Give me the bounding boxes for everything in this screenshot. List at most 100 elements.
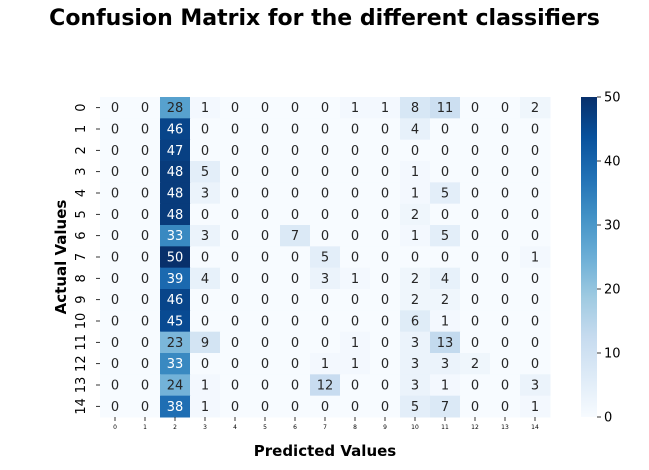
cell-value-label: 0 — [351, 293, 359, 308]
cell-value-label: 3 — [201, 187, 209, 202]
cell-value-label: 3 — [201, 229, 209, 244]
heatmap-cell — [400, 395, 431, 418]
cell-value-label: 0 — [381, 165, 389, 180]
heatmap-cell — [250, 225, 281, 247]
cell-value-label: 0 — [531, 336, 539, 351]
cell-value-label: 0 — [351, 251, 359, 266]
cell-value-label: 0 — [321, 315, 329, 330]
heatmap-cell — [190, 246, 221, 269]
heatmap-cell — [400, 374, 431, 397]
cell-value-label: 0 — [501, 144, 509, 159]
cell-value-label: 0 — [201, 144, 209, 159]
cell-value-label: 0 — [531, 293, 539, 308]
cell-value-label: 0 — [141, 336, 149, 351]
x-tick-label: 12 — [471, 424, 479, 431]
cell-value-label: 0 — [531, 229, 539, 244]
heatmap-cell — [370, 182, 401, 205]
cell-value-label: 1 — [201, 400, 209, 415]
cell-value-label: 0 — [231, 208, 239, 223]
cell-value-label: 0 — [501, 187, 509, 202]
cell-value-label: 39 — [167, 272, 184, 287]
cell-value-label: 2 — [441, 293, 449, 308]
cell-value-label: 3 — [411, 357, 419, 372]
heatmap-cell — [280, 310, 311, 333]
heatmap-cell — [250, 161, 281, 183]
cell-value-label: 0 — [141, 208, 149, 223]
heatmap-cell — [130, 139, 161, 162]
heatmap-cell — [280, 139, 311, 162]
cell-value-label: 0 — [531, 315, 539, 330]
y-tick-label: 12 — [74, 355, 89, 372]
cell-value-label: 46 — [167, 293, 184, 308]
heatmap-cell — [490, 225, 521, 247]
cell-value-label: 0 — [321, 336, 329, 351]
cell-value-label: 23 — [167, 336, 184, 351]
heatmap-cell — [130, 331, 161, 354]
heatmap-cell — [280, 267, 311, 290]
cell-value-label: 1 — [381, 101, 389, 116]
heatmap-cell — [220, 225, 251, 247]
cell-value-label: 0 — [261, 208, 269, 223]
cell-value-label: 0 — [291, 400, 299, 415]
cell-value-label: 0 — [471, 165, 479, 180]
cell-value-label: 0 — [141, 272, 149, 287]
heatmap-cell — [280, 353, 311, 375]
cell-value-label: 1 — [441, 379, 449, 394]
cell-value-label: 0 — [531, 187, 539, 202]
cell-value-label: 0 — [231, 165, 239, 180]
cell-value-label: 0 — [381, 208, 389, 223]
cell-value-label: 0 — [111, 208, 119, 223]
cell-value-label: 0 — [111, 144, 119, 159]
x-tick-label: 4 — [233, 424, 237, 431]
cell-value-label: 0 — [381, 123, 389, 138]
cell-value-label: 0 — [321, 187, 329, 202]
cell-value-label: 0 — [111, 336, 119, 351]
x-tick-label: 0 — [113, 424, 117, 431]
cell-value-label: 0 — [471, 336, 479, 351]
heatmap-cell — [310, 289, 341, 311]
cell-value-label: 0 — [261, 123, 269, 138]
cell-value-label: 0 — [231, 379, 239, 394]
heatmap-cell — [400, 118, 431, 141]
heatmap-cell — [520, 331, 551, 354]
y-axis-label: Actual Values — [52, 200, 70, 315]
cell-value-label: 1 — [321, 357, 329, 372]
heatmap-cell — [220, 161, 251, 183]
cell-value-label: 1 — [351, 357, 359, 372]
cell-value-label: 0 — [351, 400, 359, 415]
y-tick-label: 3 — [74, 168, 89, 176]
heatmap-cell — [370, 331, 401, 354]
cell-value-label: 38 — [167, 400, 184, 415]
heatmap-cell — [490, 182, 521, 205]
x-tick-label: 2 — [173, 424, 177, 431]
heatmap-cell — [250, 289, 281, 311]
cell-value-label: 0 — [231, 272, 239, 287]
heatmap-cell — [310, 203, 341, 226]
y-tick-label: 10 — [74, 313, 89, 330]
cell-value-label: 0 — [231, 293, 239, 308]
cell-value-label: 0 — [231, 400, 239, 415]
heatmap-cell — [130, 225, 161, 247]
cell-value-label: 5 — [201, 165, 209, 180]
x-tick-label: 9 — [383, 424, 387, 431]
cell-value-label: 0 — [531, 165, 539, 180]
heatmap-cell — [160, 225, 191, 247]
cell-value-label: 0 — [231, 187, 239, 202]
heatmap-cell — [460, 182, 491, 205]
heatmap-cell — [160, 118, 191, 141]
cell-value-label: 0 — [291, 165, 299, 180]
heatmap-cell — [130, 203, 161, 226]
heatmap-cell — [190, 310, 221, 333]
cell-value-label: 0 — [261, 165, 269, 180]
heatmap-cell — [370, 246, 401, 269]
heatmap-cell — [490, 139, 521, 162]
heatmap-cell — [190, 395, 221, 418]
heatmap-cell — [400, 353, 431, 375]
heatmap-cell — [400, 267, 431, 290]
cell-value-label: 0 — [351, 123, 359, 138]
cell-value-label: 12 — [317, 379, 334, 394]
cell-value-label: 0 — [201, 315, 209, 330]
cell-value-label: 0 — [411, 251, 419, 266]
heatmap-cell — [520, 246, 551, 269]
cell-value-label: 1 — [411, 229, 419, 244]
